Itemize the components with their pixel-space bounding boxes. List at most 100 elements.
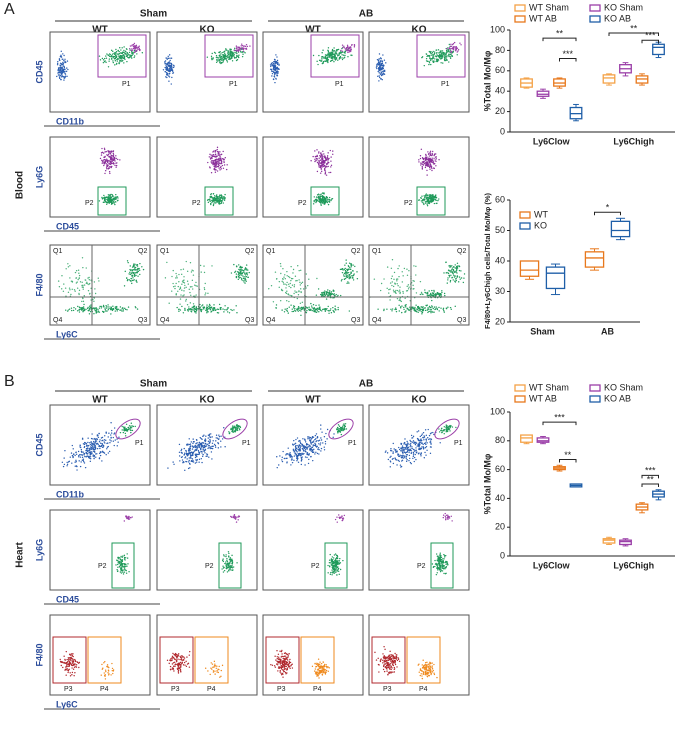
event-dot: [210, 197, 211, 198]
event-dot: [208, 441, 209, 442]
event-dot: [112, 60, 113, 61]
event-dot: [333, 61, 334, 62]
event-dot: [392, 281, 393, 282]
event-dot: [444, 311, 445, 312]
event-dot: [86, 443, 87, 444]
event-dot: [378, 58, 379, 59]
event-dot: [95, 312, 96, 313]
event-dot: [99, 441, 100, 442]
gate-label: P2: [192, 200, 201, 207]
event-dot: [341, 428, 342, 429]
event-dot: [130, 426, 131, 427]
event-dot: [232, 60, 233, 61]
event-dot: [87, 442, 88, 443]
event-dot: [238, 425, 239, 426]
event-dot: [426, 450, 427, 451]
event-dot: [59, 286, 60, 287]
event-dot: [100, 455, 101, 456]
event-dot: [201, 462, 202, 463]
event-dot: [295, 454, 296, 455]
event-dot: [137, 308, 138, 309]
event-dot: [96, 443, 97, 444]
event-dot: [323, 198, 324, 199]
event-dot: [97, 448, 98, 449]
event-dot: [130, 56, 131, 57]
event-dot: [405, 305, 406, 306]
event-dot: [66, 76, 67, 77]
event-dot: [421, 313, 422, 314]
event-dot: [440, 307, 441, 308]
event-dot: [134, 274, 135, 275]
event-dot: [412, 307, 413, 308]
event-dot: [220, 53, 221, 54]
event-dot: [139, 270, 140, 271]
event-dot: [310, 303, 311, 304]
event-dot: [220, 59, 221, 60]
event-dot: [242, 47, 243, 48]
event-dot: [281, 309, 282, 310]
event-dot: [316, 308, 317, 309]
event-dot: [171, 77, 172, 78]
event-dot: [320, 442, 321, 443]
event-dot: [169, 60, 170, 61]
event-dot: [293, 293, 294, 294]
event-dot: [306, 444, 307, 445]
event-dot: [342, 45, 343, 46]
event-dot: [215, 150, 216, 151]
event-dot: [441, 290, 442, 291]
event-dot: [451, 51, 452, 52]
event-dot: [425, 310, 426, 311]
event-dot: [390, 448, 391, 449]
event-dot: [124, 308, 125, 309]
event-dot: [223, 168, 224, 169]
event-dot: [427, 205, 428, 206]
event-dot: [93, 458, 94, 459]
event-dot: [347, 45, 348, 46]
event-dot: [450, 270, 451, 271]
event-dot: [411, 446, 412, 447]
event-dot: [216, 55, 217, 56]
event-dot: [405, 447, 406, 448]
event-dot: [164, 63, 165, 64]
event-dot: [73, 307, 74, 308]
event-dot: [429, 202, 430, 203]
event-dot: [226, 58, 227, 59]
event-dot: [332, 54, 333, 55]
event-dot: [118, 51, 119, 52]
event-dot: [386, 309, 387, 310]
event-dot: [195, 462, 196, 463]
event-dot: [186, 454, 187, 455]
event-dot: [126, 277, 127, 278]
tissue-label: Blood: [15, 171, 26, 199]
event-dot: [427, 201, 428, 202]
event-dot: [348, 272, 349, 273]
event-dot: [276, 304, 277, 305]
event-dot: [186, 452, 187, 453]
event-dot: [112, 194, 113, 195]
event-dot: [197, 444, 198, 445]
event-dot: [67, 69, 68, 70]
event-dot: [94, 281, 95, 282]
event-dot: [406, 461, 407, 462]
gate-label: P2: [85, 200, 94, 207]
event-dot: [413, 288, 414, 289]
tissue-label: Heart: [15, 542, 26, 568]
event-dot: [217, 312, 218, 313]
x-axis-label: CD11b: [56, 489, 85, 499]
event-dot: [58, 74, 59, 75]
event-dot: [237, 428, 238, 429]
event-dot: [173, 286, 174, 287]
event-dot: [292, 443, 293, 444]
event-dot: [412, 437, 413, 438]
event-dot: [292, 462, 293, 463]
event-dot: [298, 446, 299, 447]
event-dot: [111, 150, 112, 151]
event-dot: [134, 268, 135, 269]
event-dot: [133, 48, 134, 49]
event-dot: [108, 152, 109, 153]
event-dot: [132, 50, 133, 51]
event-dot: [168, 62, 169, 63]
event-dot: [406, 459, 407, 460]
event-dot: [165, 60, 166, 61]
event-dot: [380, 73, 381, 74]
